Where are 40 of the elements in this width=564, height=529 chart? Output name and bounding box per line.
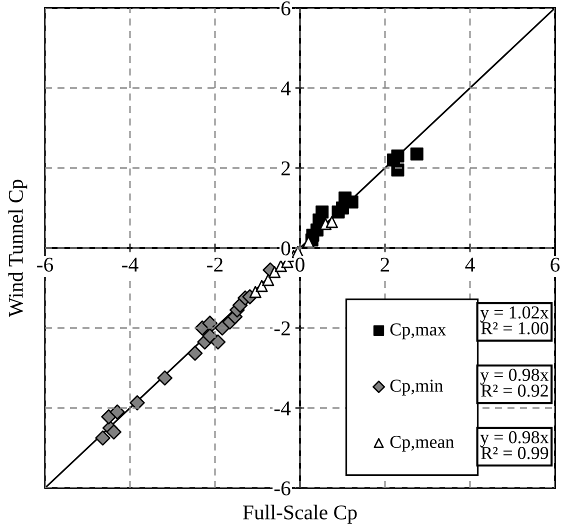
annotation: y = 1.02x R² = 1.00	[480, 306, 549, 334]
point	[130, 395, 145, 410]
y-tick-label: -4	[274, 402, 291, 416]
x-tick-label: -4	[122, 258, 138, 272]
y-tick-label: 6	[281, 1, 290, 16]
point	[187, 346, 203, 361]
point	[326, 216, 338, 228]
point	[410, 147, 424, 161]
point	[210, 334, 226, 350]
point	[268, 266, 281, 278]
point	[157, 370, 172, 386]
point	[106, 424, 122, 440]
y-tick-label: -2	[274, 321, 290, 336]
legend-label: Cp,max	[390, 323, 446, 340]
x-tick-label: 4	[465, 258, 475, 272]
point	[256, 280, 268, 292]
x-tick-label: 0	[296, 258, 304, 272]
point	[391, 149, 404, 163]
y-tick-label: 2	[281, 161, 290, 176]
x-tick-label: 2	[380, 258, 390, 272]
point	[95, 430, 110, 446]
x-tick-label: -6	[37, 258, 54, 272]
x-tick-label: -2	[207, 258, 223, 272]
annotation: y = 0.98x R² = 0.92	[480, 368, 549, 397]
point	[391, 163, 404, 177]
y-tick-label: 0	[281, 241, 290, 256]
legend-label: Cp,min	[390, 380, 443, 396]
point	[249, 286, 262, 298]
y-tick-label: 4	[280, 82, 291, 96]
point	[336, 201, 350, 215]
y-axis-title: Wind Tunnel Cp	[8, 180, 28, 318]
x-axis-title: Full-Scale Cp	[243, 504, 357, 524]
point	[110, 404, 125, 420]
annotation: y = 0.98x R² = 0.99	[480, 431, 549, 460]
point	[202, 316, 218, 331]
point	[262, 274, 274, 286]
point	[202, 328, 218, 344]
x-tick-label: 6	[550, 258, 560, 272]
y-tick-label: -6	[274, 481, 290, 496]
legend-label: Cp,mean	[390, 436, 454, 452]
